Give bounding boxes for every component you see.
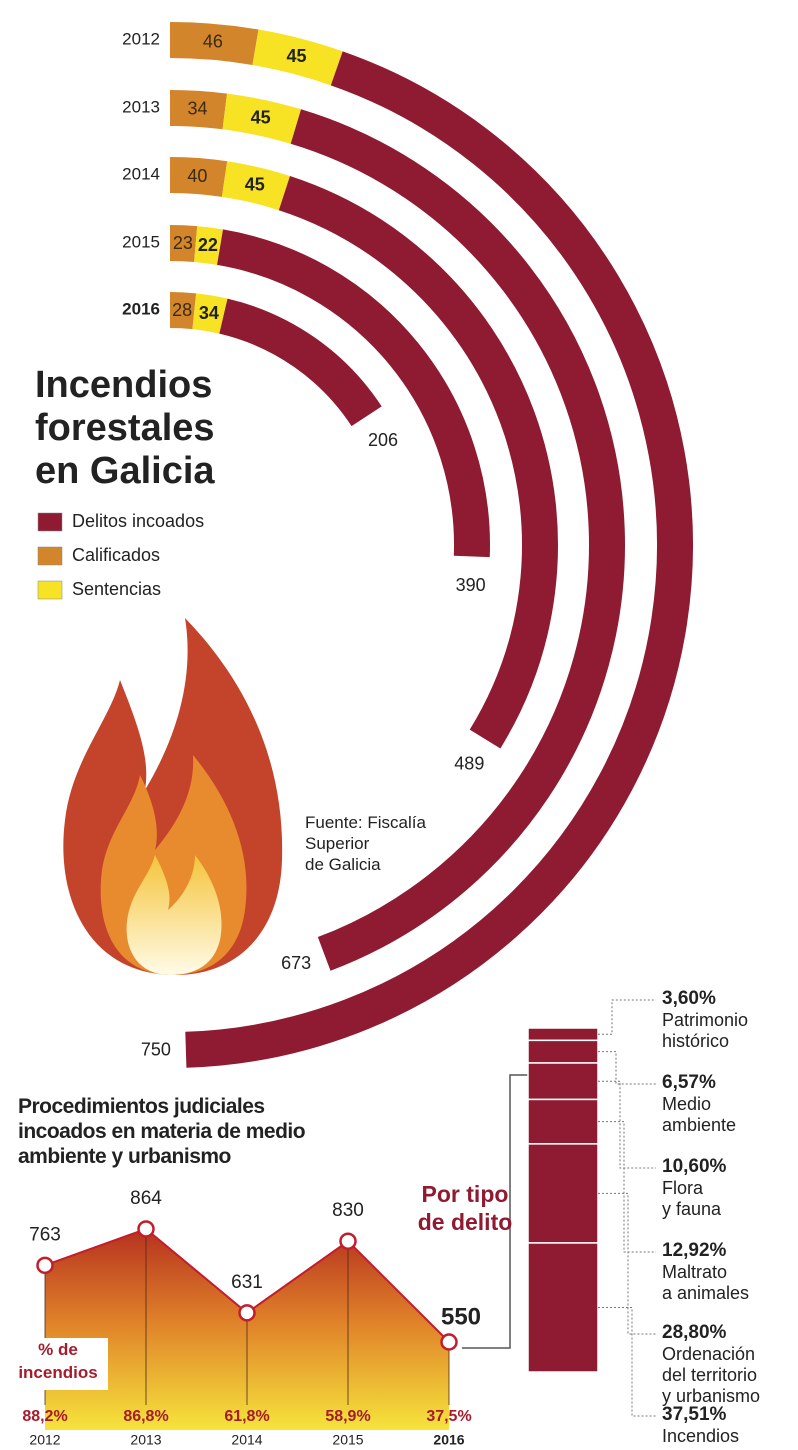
year-label: 2016 <box>122 299 160 318</box>
x-tick-label: 2015 <box>332 1432 363 1448</box>
value-label: 763 <box>29 1224 61 1245</box>
connector <box>598 1307 656 1416</box>
category-label: Patrimonio histórico <box>662 1010 748 1052</box>
pct-label: 61,8% <box>224 1408 269 1425</box>
value-label: 830 <box>332 1200 364 1221</box>
value-label: 40 <box>187 166 207 186</box>
chart-title: Incendios forestales en Galicia <box>35 364 215 493</box>
legend-label: Calificados <box>72 545 160 565</box>
category-label: Maltrato a animales <box>662 1262 749 1304</box>
legend-swatch <box>38 513 62 531</box>
value-label: 10,60% <box>662 1156 726 1178</box>
value-label: 34 <box>199 303 219 323</box>
value-label: 864 <box>130 1188 162 1209</box>
column-segment <box>528 1028 598 1040</box>
value-label: 46 <box>203 32 223 52</box>
connector <box>598 1122 656 1252</box>
year-label: 2014 <box>122 164 160 183</box>
connector <box>598 1052 656 1084</box>
flame-icon <box>63 618 282 975</box>
value-label: 45 <box>245 175 265 195</box>
category-label: Incendios <box>662 1426 739 1447</box>
chart-title: Procedimientos judiciales incoados en ma… <box>18 1094 305 1169</box>
pct-label: 37,5% <box>426 1408 471 1425</box>
point <box>341 1234 356 1249</box>
x-tick-label: 2013 <box>130 1432 161 1448</box>
value-label: 12,92% <box>662 1240 726 1262</box>
chart-title: Por tipo de delito <box>405 1180 525 1236</box>
year-label: 2012 <box>122 29 160 48</box>
pct-title: % de incendios <box>8 1338 108 1390</box>
connector <box>598 1081 656 1168</box>
legend-swatch <box>38 547 62 565</box>
legend-swatch <box>38 581 62 599</box>
point <box>442 1335 457 1350</box>
value-label: 673 <box>281 953 311 973</box>
connector <box>598 1193 656 1334</box>
category-label: Flora y fauna <box>662 1178 721 1220</box>
column-segment <box>528 1144 598 1243</box>
year-label: 2013 <box>122 97 160 116</box>
infographic: 2012464575020133445673201440454892015232… <box>0 0 798 1450</box>
x-tick-label: 2012 <box>29 1432 60 1448</box>
value-label: 6,57% <box>662 1072 716 1094</box>
category-label: Ordenación del territorio y urbanismo <box>662 1344 760 1407</box>
value-label: 23 <box>173 233 193 253</box>
arc-segment <box>223 316 366 416</box>
column-segment <box>528 1099 598 1143</box>
column-segment <box>528 1040 598 1063</box>
value-label: 489 <box>454 753 484 773</box>
value-label: 390 <box>456 575 486 595</box>
chart-canvas: 2012464575020133445673201440454892015232… <box>0 0 798 1450</box>
year-label: 2015 <box>122 232 160 251</box>
column-segment <box>528 1063 598 1099</box>
point <box>38 1258 53 1273</box>
value-label: 45 <box>287 46 307 66</box>
x-tick-label: 2014 <box>231 1432 262 1448</box>
value-label: 206 <box>368 430 398 450</box>
legend-label: Sentencias <box>72 579 161 599</box>
value-label: 3,60% <box>662 988 716 1010</box>
point <box>139 1221 154 1236</box>
category-label: Medio ambiente <box>662 1094 736 1136</box>
value-label: 550 <box>441 1303 481 1330</box>
value-label: 37,51% <box>662 1404 726 1426</box>
value-label: 22 <box>198 235 218 255</box>
x-tick-label: 2016 <box>433 1432 464 1448</box>
pct-label: 86,8% <box>123 1408 168 1425</box>
value-label: 750 <box>141 1039 171 1059</box>
legend-label: Delitos incoados <box>72 511 204 531</box>
value-label: 45 <box>251 107 271 127</box>
value-label: 34 <box>187 99 207 119</box>
pct-label: 88,2% <box>22 1408 67 1425</box>
column-segment <box>528 1243 598 1372</box>
connector <box>598 1000 656 1034</box>
value-label: 631 <box>231 1272 263 1293</box>
source-note: Fuente: Fiscalía Superior de Galicia <box>305 812 426 875</box>
point <box>240 1305 255 1320</box>
pct-label: 58,9% <box>325 1408 370 1425</box>
value-label: 28,80% <box>662 1322 726 1344</box>
value-label: 28 <box>172 300 192 320</box>
